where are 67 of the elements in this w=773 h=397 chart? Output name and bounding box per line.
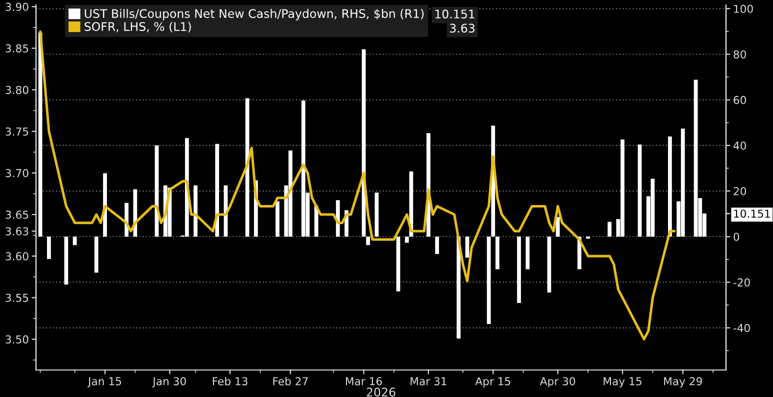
- y2-tick-label: -20: [733, 278, 750, 286]
- x-tick-label: Apr 15: [475, 377, 510, 388]
- annotation: 3.63: [450, 24, 474, 33]
- y2-tick-label: 10.151: [734, 210, 770, 218]
- bar: [396, 236, 400, 292]
- x-tick-label: Mar 16: [346, 377, 382, 386]
- bar: [650, 178, 655, 237]
- x-tick-label: Jan 30: [152, 377, 186, 388]
- annotation: 10.151: [435, 10, 474, 18]
- x-tick-label: May 29: [664, 377, 702, 388]
- y2-tick-label: 0: [734, 232, 740, 241]
- bar: [276, 201, 280, 237]
- bar: [680, 128, 685, 237]
- y-tick-label: 3.55: [6, 294, 28, 302]
- bar: [404, 236, 409, 243]
- y-tick-label: 3.60: [6, 252, 28, 260]
- legend-label: UST Bills/Coupons Net New Cash/Paydown, RHS, $bn (R1): [84, 8, 424, 20]
- x-tick-label: Feb 13: [212, 376, 248, 386]
- bar: [133, 189, 138, 237]
- bar: [64, 236, 68, 285]
- bar: [288, 150, 292, 237]
- y2-tick-label: 100: [734, 4, 753, 13]
- x-tick-label: Apr 30: [540, 377, 576, 388]
- bar: [526, 236, 530, 270]
- bar: [638, 144, 642, 237]
- bar: [608, 222, 612, 237]
- bar: [194, 185, 198, 237]
- bar: [38, 32, 42, 237]
- bar: [103, 173, 107, 237]
- bar: [366, 236, 370, 246]
- y2-tick-label: 80: [734, 50, 746, 59]
- x-tick-label: Feb 27: [273, 376, 308, 386]
- bar: [547, 236, 552, 292]
- bar: [495, 236, 500, 270]
- bar: [486, 236, 491, 324]
- y-tick-label: 3.65: [6, 210, 28, 219]
- bar: [694, 80, 698, 237]
- bar: [301, 100, 306, 237]
- x-tick-label: May 15: [604, 377, 642, 388]
- y2-tick-label: 40: [733, 142, 746, 150]
- bar: [465, 236, 470, 258]
- bar: [668, 136, 672, 237]
- bar: [215, 144, 220, 237]
- y2-tick-label: 60: [734, 96, 746, 104]
- y-tick-label: 3.80: [6, 86, 28, 94]
- y-tick-label: 3.63: [6, 227, 28, 236]
- bar: [72, 236, 77, 246]
- x-tick-label: Jan 15: [87, 377, 122, 388]
- y2-tick-label: 20: [734, 187, 746, 196]
- bar: [374, 192, 379, 237]
- bar: [245, 98, 250, 237]
- x-axis-title: 2026: [366, 388, 396, 397]
- y-tick-label: 3.75: [6, 127, 28, 136]
- bar: [556, 217, 560, 237]
- y-tick-label: 3.90: [6, 2, 28, 11]
- bar: [94, 236, 98, 273]
- bar: [409, 171, 414, 237]
- y2-tick-label: -40: [733, 324, 750, 332]
- bar: [435, 236, 440, 254]
- y-tick-label: 3.85: [6, 44, 28, 53]
- x-tick-label: Mar 31: [410, 377, 446, 386]
- y-tick-label: 3.70: [6, 169, 28, 178]
- bar: [456, 236, 461, 339]
- bar: [517, 236, 521, 303]
- legend-label: SOFR, LHS, % (L1): [84, 22, 191, 32]
- bar: [46, 236, 51, 259]
- y-tick-label: 3.50: [6, 335, 28, 344]
